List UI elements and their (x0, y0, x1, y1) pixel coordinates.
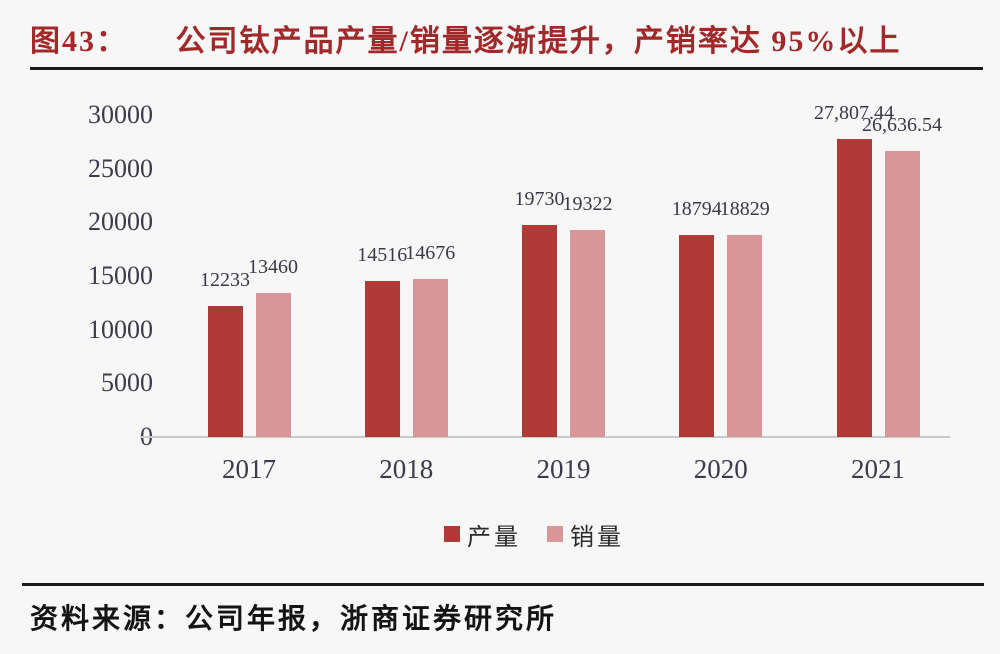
bar-value-label-sales-2021: 26,636.54 (862, 114, 942, 136)
x-tick-label-2019: 2019 (536, 454, 591, 484)
y-tick-label: 10000 (88, 314, 153, 344)
y-tick-label: 15000 (88, 261, 153, 290)
figure-number-label: 图43： (30, 25, 128, 58)
y-tick-label: 30000 (88, 100, 153, 129)
bar-chart: 0 5000 10000 15000 20000 25000 30000 12233 14516… (0, 80, 1000, 500)
bar-sales-2017 (255, 293, 291, 437)
bar-sales-2020 (727, 235, 763, 437)
bar-value-label-sales-2018: 14676 (405, 242, 456, 264)
x-axis-baseline (140, 436, 950, 438)
bar-value-label-production-2019: 19730 (514, 188, 565, 210)
source-divider (22, 583, 984, 586)
bar-value-label-production-2021: 27,807.44 (814, 102, 894, 124)
bar-value-label-production-2020: 18794 (671, 198, 722, 220)
bar-value-label-sales-2019: 19322 (562, 193, 613, 215)
x-tick-label-2021: 2021 (851, 454, 905, 484)
bar-production-2021 (836, 139, 872, 437)
legend-label-production: 产量 (467, 524, 521, 551)
x-tick-label-2018: 2018 (379, 454, 434, 484)
x-tick-label-2017: 2017 (222, 454, 276, 484)
source-note: 资料来源：公司年报，浙商证券研究所 (30, 604, 558, 635)
y-tick-label: 20000 (88, 207, 153, 237)
legend-label-sales: 销量 (570, 524, 624, 551)
bar-sales-2019 (570, 230, 605, 437)
x-tick-label-2020: 2020 (693, 454, 748, 484)
bar-sales-2018 (412, 279, 448, 437)
figure-title: 公司钛产品产量/销量逐渐提升，产销率达 95%以上 (175, 25, 902, 58)
title-divider (30, 67, 983, 70)
y-tick-label: 25000 (88, 153, 153, 183)
y-tick-label: 0 (140, 422, 153, 451)
y-tick-label: 5000 (101, 368, 153, 398)
legend-swatch-sales (547, 526, 563, 542)
bar-value-label-production-2018: 14516 (357, 244, 408, 266)
bar-production-2018 (364, 281, 400, 437)
chart-legend: 产量 销量 (444, 522, 624, 551)
legend-swatch-production (444, 526, 460, 542)
bar-production-2017 (207, 306, 243, 437)
figure-title-row: 图43： 公司钛产品产量/销量逐渐提升，产销率达 95%以上 (30, 16, 980, 60)
bar-production-2019 (522, 225, 557, 437)
bar-value-label-production-2017: 12233 (200, 269, 250, 291)
bar-value-label-sales-2017: 13460 (248, 256, 298, 278)
bar-sales-2021 (884, 151, 920, 437)
bar-production-2020 (679, 235, 715, 437)
bar-value-label-sales-2020: 18829 (719, 198, 770, 220)
